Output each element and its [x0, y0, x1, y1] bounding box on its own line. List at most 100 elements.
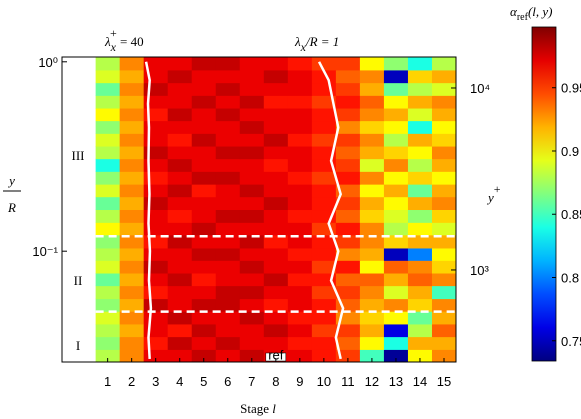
- heat-cell: [407, 349, 433, 363]
- heat-cell: [239, 298, 265, 312]
- heat-cell: [287, 108, 313, 122]
- heat-cell: [383, 146, 409, 160]
- white-line: [144, 61, 153, 359]
- heat-cell: [167, 69, 193, 84]
- heat-cell: [263, 171, 289, 185]
- heat-cell: [407, 273, 433, 287]
- heat-cell: [431, 171, 457, 185]
- heat-cell: [359, 209, 385, 223]
- heat-cell: [143, 260, 169, 274]
- heat-cell: [383, 273, 409, 287]
- heat-cell: [263, 146, 289, 160]
- heat-cell: [167, 336, 193, 350]
- heat-cell: [383, 57, 409, 71]
- heat-cell: [215, 285, 241, 300]
- heat-cell: [359, 108, 385, 122]
- heat-cell: [383, 69, 409, 84]
- heat-cell: [359, 247, 385, 261]
- heat-cell: [215, 108, 241, 122]
- heat-cell: [167, 184, 193, 198]
- heat-cell: [263, 298, 289, 312]
- heat-cell: [431, 82, 457, 96]
- heat-cell: [287, 273, 313, 287]
- x-tick-label: 11: [341, 374, 355, 389]
- x-tick-label: 3: [152, 374, 159, 389]
- heat-cell: [119, 234, 145, 249]
- annotation-part: x: [110, 40, 117, 54]
- heat-cell: [407, 247, 433, 261]
- heat-cell: [239, 247, 265, 261]
- heat-cell: [431, 95, 457, 109]
- heat-cell: [431, 146, 457, 160]
- x-tick-label: 1: [104, 374, 111, 389]
- heat-cell: [335, 336, 361, 350]
- heat-cell: [239, 349, 265, 363]
- heat-cell: [191, 234, 217, 249]
- heat-cell: [215, 196, 241, 211]
- heat-cell: [359, 158, 385, 172]
- heat-cell: [167, 311, 193, 325]
- heat-cell: [167, 57, 193, 71]
- heat-cell: [263, 336, 289, 350]
- heat-cell: [431, 69, 457, 84]
- heat-cell: [287, 260, 313, 274]
- heat-cell: [191, 260, 217, 274]
- heat-cell: [335, 82, 361, 96]
- heat-cell: [359, 57, 385, 71]
- heat-cell: [407, 95, 433, 109]
- y2-axis-label: y+: [486, 182, 501, 205]
- heat-cell: [167, 120, 193, 134]
- heat-cell: [263, 273, 289, 287]
- heat-cell: [215, 209, 241, 223]
- y-tick-label: 10⁰: [38, 55, 58, 70]
- heat-cell: [335, 69, 361, 84]
- heat-cell: [119, 311, 145, 325]
- heat-cell: [95, 171, 121, 185]
- heat-cell: [359, 234, 385, 249]
- x-tick-label: 6: [224, 374, 231, 389]
- heat-cell: [287, 311, 313, 325]
- heat-cell: [335, 196, 361, 211]
- x-axis-label-part: l: [272, 401, 276, 416]
- heat-cell: [215, 171, 241, 185]
- heat-cell: [119, 336, 145, 350]
- colorbar-label-part: ref: [517, 12, 529, 23]
- heat-cell: [119, 323, 145, 338]
- heat-cell: [263, 222, 289, 236]
- heat-cell: [143, 120, 169, 134]
- heat-cell: [383, 108, 409, 122]
- heat-cell: [431, 311, 457, 325]
- heat-cell: [335, 349, 361, 363]
- region-label: I: [76, 338, 80, 353]
- heat-cell: [311, 146, 337, 160]
- heat-cell: [239, 285, 265, 300]
- heat-cell: [215, 260, 241, 274]
- heat-cell: [215, 69, 241, 84]
- heat-cell: [95, 146, 121, 160]
- heat-cell: [143, 95, 169, 109]
- heat-cell: [167, 209, 193, 223]
- heat-cell: [383, 323, 409, 338]
- heat-cell: [95, 298, 121, 312]
- heat-cell: [287, 69, 313, 84]
- heat-cell: [407, 184, 433, 198]
- annotation-part: x: [300, 40, 307, 54]
- heat-cell: [95, 133, 121, 147]
- heat-cell: [287, 323, 313, 338]
- heat-cell: [239, 57, 265, 71]
- heat-cell: [431, 273, 457, 287]
- heat-cell: [359, 120, 385, 134]
- ref-label: ref: [268, 348, 284, 363]
- heat-cell: [383, 82, 409, 96]
- heat-cell: [95, 82, 121, 96]
- heat-cell: [287, 133, 313, 147]
- heat-cell: [383, 349, 409, 363]
- y2-axis-label-part: +: [494, 182, 501, 196]
- heat-cell: [95, 108, 121, 122]
- heat-cell: [335, 273, 361, 287]
- heat-cell: [383, 222, 409, 236]
- heat-cell: [407, 120, 433, 134]
- heat-cell: [407, 196, 433, 211]
- heat-cell: [191, 120, 217, 134]
- y2-axis-label-part: y: [486, 190, 494, 205]
